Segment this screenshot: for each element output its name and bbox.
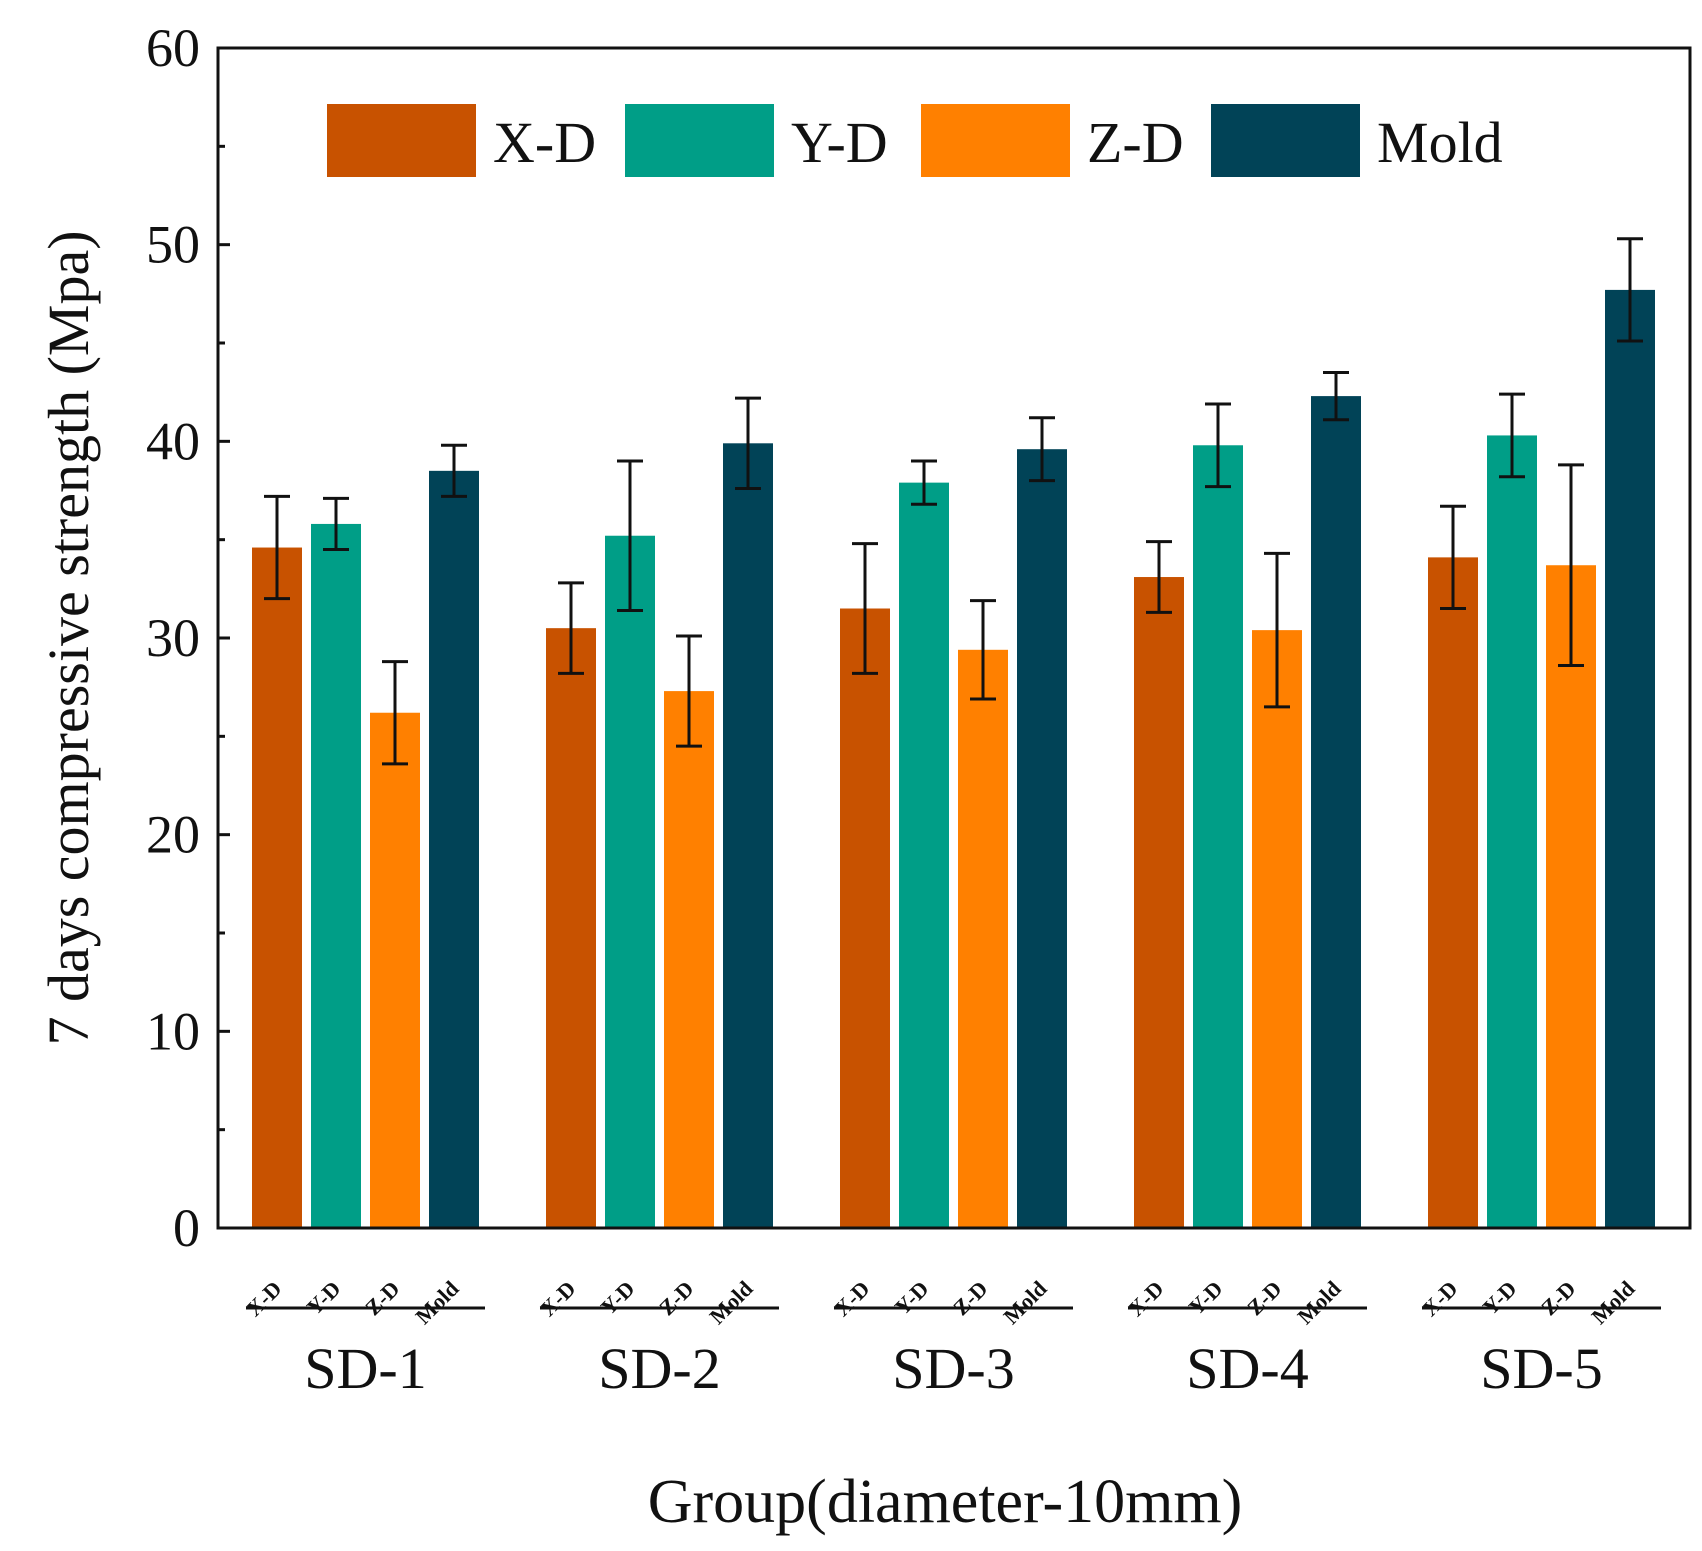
legend-label: Z-D	[1087, 110, 1184, 175]
bar-x-d-sd-2	[546, 628, 596, 1228]
bar-z-d-sd-4	[1252, 630, 1302, 1228]
bars-layer	[252, 289, 1655, 1229]
y-tick-label: 10	[146, 1001, 200, 1061]
bar-x-d-sd-4	[1134, 577, 1184, 1228]
bar-mold-sd-1	[429, 470, 479, 1228]
x-group-label: SD-4	[1186, 1336, 1308, 1401]
bar-x-d-sd-1	[252, 547, 302, 1228]
error-bars-layer	[264, 237, 1643, 766]
y-tick-label: 30	[146, 608, 200, 668]
y-tick-label: 40	[146, 411, 200, 471]
legend-swatch-mold	[1211, 104, 1360, 177]
bar-z-d-sd-3	[958, 649, 1008, 1228]
y-axis-label: 7 days compressive strength (Mpa)	[36, 230, 101, 1045]
legend-label: Mold	[1377, 110, 1503, 175]
x-group-label: SD-1	[304, 1336, 426, 1401]
bar-y-d-sd-2	[605, 535, 655, 1228]
bar-x-d-sd-3	[840, 608, 890, 1228]
bar-y-d-sd-4	[1193, 445, 1243, 1228]
bar-z-d-sd-2	[664, 691, 714, 1228]
legend-label: X-D	[493, 110, 596, 175]
bar-y-d-sd-3	[899, 482, 949, 1229]
bar-z-d-sd-1	[370, 712, 420, 1228]
x-group-label: SD-2	[598, 1336, 720, 1401]
y-tick-label: 50	[146, 215, 200, 275]
legend-swatch-y-d	[625, 104, 774, 177]
bar-z-d-sd-5	[1546, 565, 1596, 1228]
y-tick-label: 60	[146, 18, 200, 78]
legend-swatch-x-d	[327, 104, 476, 177]
y-axis: 0 10 20 30 40 50 60	[146, 18, 230, 1258]
x-group-label: SD-5	[1480, 1336, 1602, 1401]
bar-mold-sd-4	[1311, 396, 1361, 1229]
bar-x-d-sd-5	[1428, 557, 1478, 1228]
legend: X-D Y-D Z-D Mold	[327, 104, 1503, 177]
y-tick-label: 0	[173, 1198, 200, 1258]
x-group-label: SD-3	[892, 1336, 1014, 1401]
bar-mold-sd-2	[723, 443, 773, 1228]
y-tick-label: 20	[146, 805, 200, 865]
bar-mold-sd-5	[1605, 289, 1655, 1228]
bar-y-d-sd-1	[311, 523, 361, 1228]
bar-mold-sd-3	[1017, 449, 1067, 1228]
legend-swatch-z-d	[921, 104, 1070, 177]
bar-y-d-sd-5	[1487, 435, 1537, 1228]
x-axis-label: Group(diameter-10mm)	[648, 1468, 1242, 1536]
legend-label: Y-D	[791, 110, 888, 175]
